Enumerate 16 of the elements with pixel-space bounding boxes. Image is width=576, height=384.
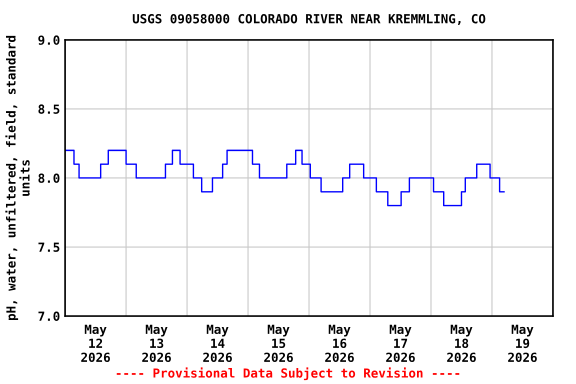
- y-tick-label: 7.5: [38, 242, 60, 252]
- x-tick-label: May 13 2026: [142, 324, 171, 362]
- x-tick-label: May 14 2026: [203, 324, 232, 362]
- x-tick-label: May 19 2026: [508, 324, 537, 362]
- x-tick-label: May 17 2026: [386, 324, 415, 362]
- x-tick-label: May 16 2026: [325, 324, 354, 362]
- x-tick-label: May 18 2026: [447, 324, 476, 362]
- y-axis-title: pH, water, unfiltered, field, standard units: [5, 36, 30, 320]
- x-tick-label: May 12 2026: [81, 324, 110, 362]
- y-tick-label: 7.0: [38, 312, 60, 321]
- y-tick-label: 9.0: [38, 35, 60, 45]
- chart-title: USGS 09058000 COLORADO RIVER NEAR KREMMLING, CO: [132, 14, 486, 26]
- y-tick-label: 8.5: [38, 104, 60, 114]
- y-tick-label: 8.0: [38, 173, 60, 183]
- text: ---- Provisional Data Subject to Revision ----: [116, 367, 460, 380]
- x-tick-label: May 15 2026: [264, 324, 293, 362]
